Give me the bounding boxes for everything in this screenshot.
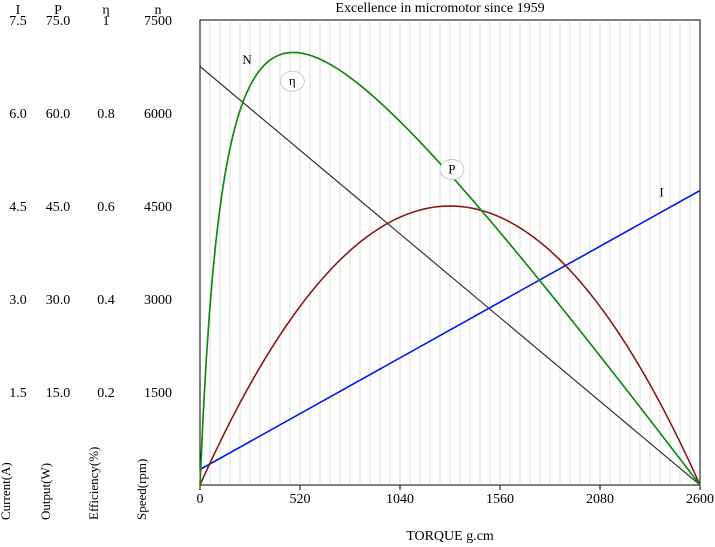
ytick-n-2: 4500 (144, 200, 172, 215)
xtick-1: 520 (290, 492, 311, 507)
chart-title: Excellence in micromotor since 1959 (335, 1, 544, 16)
xtick-0: 0 (197, 492, 204, 507)
ytick-P-4: 15.0 (46, 386, 71, 401)
curve-power-label: P (448, 161, 455, 176)
ytick-eta-4: 0.2 (97, 386, 115, 401)
axis-vlabel-I: Current(A) (0, 462, 13, 520)
xtick-5: 2600 (686, 492, 714, 507)
x-axis-label: TORQUE g.cm (406, 529, 494, 544)
curve-speed-label: N (242, 52, 252, 67)
ytick-I-1: 6.0 (9, 107, 27, 122)
ytick-n-3: 3000 (144, 293, 172, 308)
ytick-n-4: 1500 (144, 386, 172, 401)
xtick-2: 1040 (386, 492, 414, 507)
axis-vlabel-n: Speed(rpm) (134, 459, 149, 520)
ytick-n-1: 6000 (144, 107, 172, 122)
ytick-eta-0: 1 (103, 14, 110, 29)
curve-efficiency-label: η (289, 73, 296, 88)
motor-curve-chart: Excellence in micromotor since 1959 I 7.5 6… (0, 0, 715, 547)
xtick-3: 1560 (486, 492, 514, 507)
ytick-I-0: 7.5 (9, 14, 27, 29)
chart-bg (0, 0, 715, 547)
ytick-I-3: 3.0 (9, 293, 27, 308)
axis-vlabel-eta: Efficiency(%) (86, 447, 101, 520)
ytick-P-2: 45.0 (46, 200, 71, 215)
ytick-n-0: 7500 (144, 14, 172, 29)
ytick-P-3: 30.0 (46, 293, 71, 308)
ytick-P-0: 75.0 (46, 14, 71, 29)
xtick-4: 2080 (586, 492, 614, 507)
ytick-eta-3: 0.4 (97, 293, 115, 308)
ytick-P-1: 60.0 (46, 107, 71, 122)
ytick-eta-2: 0.6 (97, 200, 115, 215)
axis-vlabel-P: Output(W) (38, 463, 53, 520)
ytick-eta-1: 0.8 (97, 107, 115, 122)
curve-current-label: I (659, 185, 663, 200)
ytick-I-4: 1.5 (9, 386, 27, 401)
ytick-I-2: 4.5 (9, 200, 27, 215)
